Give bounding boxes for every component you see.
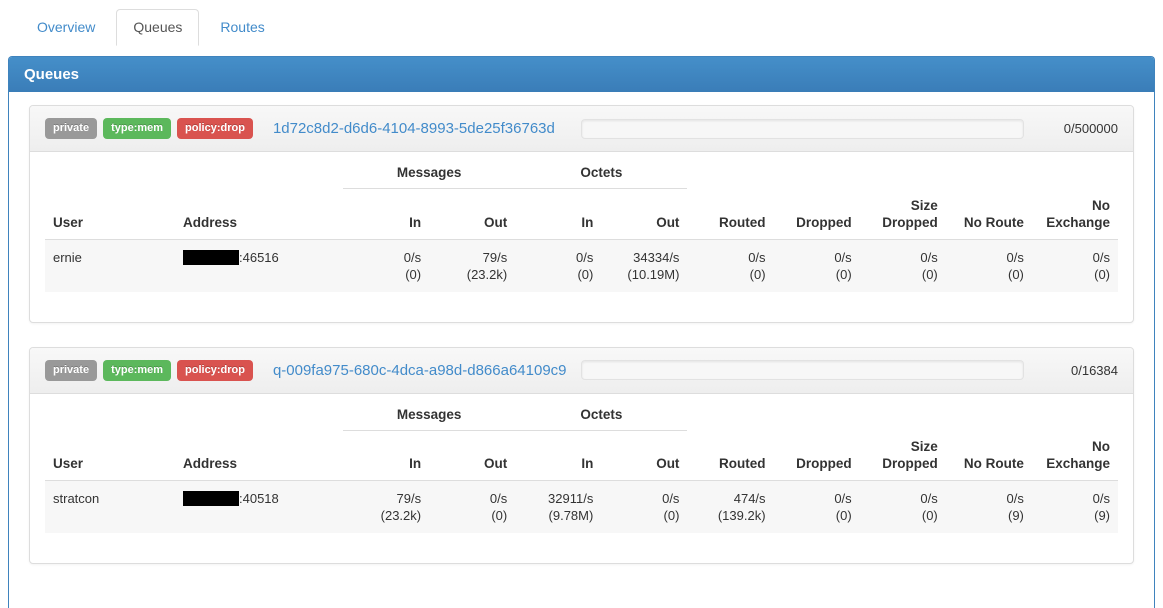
queue-name-link[interactable]: q-009fa975-680c-4dca-a98d-d866a64109c9 xyxy=(272,361,567,379)
stat-octets-out: 34334/s (10.19M) xyxy=(627,249,680,282)
stat-routed: 474/s (139.2k) xyxy=(717,491,766,523)
queue-stats-table: Messages Octets User Address In Out In O… xyxy=(45,397,1118,534)
user-cell: ernie xyxy=(53,249,82,265)
stat-messages-in: 0/s (0) xyxy=(403,249,422,282)
col-no-route: No Route xyxy=(945,430,1032,481)
col-no-exchange: No Exchange xyxy=(1031,430,1118,481)
policy-badge: policy:drop xyxy=(177,359,253,381)
address-port: :46516 xyxy=(239,249,279,265)
redacted-host xyxy=(183,491,239,506)
tab-routes[interactable]: Routes xyxy=(220,19,265,35)
private-badge: private xyxy=(45,359,98,381)
col-size-dropped: Size Dropped xyxy=(859,188,946,240)
queue-depth-count: 0/500000 xyxy=(1063,121,1118,136)
queue-card: private type:mem policy:drop 1d72c8d2-d6… xyxy=(29,105,1134,323)
stat-dropped: 0/s (0) xyxy=(834,249,852,282)
col-size-dropped: Size Dropped xyxy=(859,430,946,481)
stat-messages-out: 79/s (23.2k) xyxy=(466,249,508,282)
stat-size-dropped: 0/s (0) xyxy=(920,249,938,282)
redacted-host xyxy=(183,249,239,265)
col-no-exchange: No Exchange xyxy=(1031,188,1118,240)
type-badge: type:mem xyxy=(103,118,172,139)
col-no-route: No Route xyxy=(945,188,1032,240)
private-badge: private xyxy=(45,118,98,139)
col-messages-out: Out xyxy=(429,430,516,481)
queue-card-header: private type:mem policy:drop q-009fa975-… xyxy=(30,347,1133,394)
messages-group-header: Messages xyxy=(343,156,516,189)
stat-messages-in: 79/s (23.2k) xyxy=(380,491,422,523)
tab-bar: Overview Queues Routes xyxy=(0,0,1163,46)
tab-queues[interactable]: Queues xyxy=(116,9,200,46)
col-user: User xyxy=(45,430,175,481)
octets-group-header: Octets xyxy=(515,156,688,189)
col-messages-out: Out xyxy=(429,188,516,240)
stat-no-exchange: 0/s (9) xyxy=(1092,491,1110,523)
octets-group-header: Octets xyxy=(515,397,688,431)
tab-overview[interactable]: Overview xyxy=(37,19,96,35)
queue-card-header: private type:mem policy:drop 1d72c8d2-d6… xyxy=(30,106,1133,152)
col-octets-out: Out xyxy=(601,188,688,240)
col-messages-in: In xyxy=(343,188,430,240)
user-cell: stratcon xyxy=(53,491,100,506)
col-dropped: Dropped xyxy=(773,188,860,240)
address-port: :40518 xyxy=(239,491,279,506)
stat-octets-in: 32911/s (9.78M) xyxy=(548,491,594,523)
col-routed: Routed xyxy=(687,188,774,240)
type-badge: type:mem xyxy=(103,359,172,381)
policy-badge: policy:drop xyxy=(177,118,253,139)
col-address: Address xyxy=(175,188,343,240)
stat-messages-out: 0/s (0) xyxy=(489,491,508,523)
col-user: User xyxy=(45,188,175,240)
stat-no-exchange: 0/s (0) xyxy=(1092,249,1110,282)
queue-depth-count: 0/16384 xyxy=(1071,362,1118,378)
stat-octets-out: 0/s (0) xyxy=(662,491,680,523)
col-messages-in: In xyxy=(343,430,430,481)
queue-depth-progressbar xyxy=(581,118,1024,139)
group-header-row: Messages Octets xyxy=(45,397,1118,431)
consumer-row: stratcon :40518 79/s (23.2k) 0/s (0) 32911… xyxy=(45,480,1118,534)
address-cell: :46516 xyxy=(175,239,343,292)
col-octets-in: In xyxy=(515,430,602,481)
col-dropped: Dropped xyxy=(773,430,860,481)
group-header-row: Messages Octets xyxy=(45,156,1118,189)
address-cell: :40518 xyxy=(175,481,343,534)
queue-depth-progressbar xyxy=(581,360,1024,380)
stat-no-route: 0/s (9) xyxy=(1006,491,1024,523)
column-header-row: User Address In Out In Out Routed Droppe… xyxy=(45,430,1118,481)
col-octets-in: In xyxy=(515,188,602,240)
col-address: Address xyxy=(175,430,343,481)
queue-stats-table: Messages Octets User Address In Out In O… xyxy=(45,156,1118,292)
column-header-row: User Address In Out In Out Routed Droppe… xyxy=(45,188,1118,240)
queue-card-body: Messages Octets User Address In Out In O… xyxy=(30,394,1133,564)
consumer-row: ernie :46516 0/s (0) 79/s (23.2k) 0/s (0) 3… xyxy=(45,239,1118,292)
stat-no-route: 0/s (0) xyxy=(1006,249,1024,282)
queue-card: private type:mem policy:drop q-009fa975-… xyxy=(29,346,1134,564)
messages-group-header: Messages xyxy=(343,397,516,431)
stat-routed: 0/s (0) xyxy=(748,249,766,282)
stat-size-dropped: 0/s (0) xyxy=(920,491,938,523)
col-routed: Routed xyxy=(687,430,774,481)
queue-card-body: Messages Octets User Address In Out In O… xyxy=(30,152,1133,322)
col-octets-out: Out xyxy=(601,430,688,481)
stat-dropped: 0/s (0) xyxy=(834,491,852,523)
panel-title: Queues xyxy=(9,57,1154,92)
queue-name-link[interactable]: 1d72c8d2-d6d6-4104-8993-5de25f36763d xyxy=(272,120,555,137)
panel-body: private type:mem policy:drop 1d72c8d2-d6… xyxy=(9,92,1154,608)
stat-octets-in: 0/s (0) xyxy=(575,249,594,282)
queues-panel: Queues private type:mem policy:drop 1d72… xyxy=(8,56,1155,608)
